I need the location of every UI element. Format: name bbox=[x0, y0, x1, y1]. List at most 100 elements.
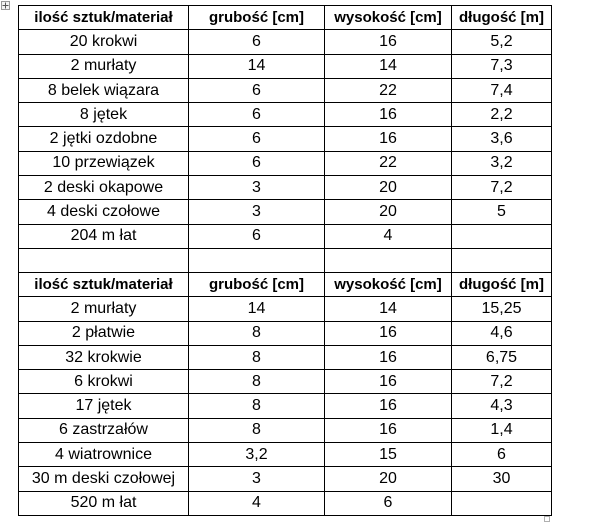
empty-cell[interactable] bbox=[18, 247, 189, 273]
table-cell[interactable]: 6,75 bbox=[451, 344, 552, 371]
table-cell[interactable]: 6 bbox=[188, 150, 325, 177]
table-cell[interactable]: 3,6 bbox=[451, 126, 552, 152]
table-cell[interactable]: 30 bbox=[451, 466, 552, 492]
table-header-row: ilość sztuk/materiał grubość [cm] wysoko… bbox=[18, 4, 552, 31]
table-cell[interactable]: 20 bbox=[324, 175, 452, 201]
table-cell[interactable]: 15 bbox=[324, 442, 452, 468]
table-row: 6 zastrzałów 8 16 1,4 bbox=[18, 417, 552, 444]
table-cell[interactable]: 6 bbox=[188, 126, 325, 152]
table-cell[interactable]: 15,25 bbox=[451, 296, 552, 322]
materials-table: ilość sztuk/materiał grubość [cm] wysoko… bbox=[18, 4, 552, 516]
header-cell[interactable]: grubość [cm] bbox=[188, 271, 325, 298]
table-cell[interactable]: 2 murłaty bbox=[18, 296, 189, 322]
table-cell[interactable]: 3,2 bbox=[451, 150, 552, 177]
header-cell[interactable]: długość [m] bbox=[451, 4, 552, 31]
table-row: 8 belek wiązara 6 22 7,4 bbox=[18, 77, 552, 104]
table-cell[interactable]: 4 bbox=[324, 223, 452, 249]
table-cell[interactable]: 4,3 bbox=[451, 393, 552, 419]
table-cell[interactable]: 3,2 bbox=[188, 442, 325, 468]
table-cell[interactable]: 3 bbox=[188, 199, 325, 225]
table-cell[interactable]: 6 bbox=[324, 490, 452, 516]
table-cell[interactable]: 16 bbox=[324, 369, 452, 395]
table-cell[interactable]: 1,4 bbox=[451, 417, 552, 444]
header-cell[interactable]: grubość [cm] bbox=[188, 4, 325, 31]
table-cell[interactable]: 7,3 bbox=[451, 53, 552, 79]
header-cell[interactable]: wysokość [cm] bbox=[324, 4, 452, 31]
table-cell[interactable]: 8 bbox=[188, 393, 325, 419]
table-cell[interactable]: 16 bbox=[324, 126, 452, 152]
header-cell[interactable]: długość [m] bbox=[451, 271, 552, 298]
table-cell[interactable]: 4,6 bbox=[451, 320, 552, 346]
table-cell[interactable]: 6 bbox=[188, 29, 325, 55]
table-cell[interactable]: 520 m łat bbox=[18, 490, 189, 516]
empty-cell[interactable] bbox=[451, 247, 552, 273]
table-row: 20 krokwi 6 16 5,2 bbox=[18, 29, 552, 55]
table-cell[interactable]: 8 belek wiązara bbox=[18, 77, 189, 104]
table-cell[interactable]: 8 bbox=[188, 344, 325, 371]
table-cell[interactable]: 20 bbox=[324, 466, 452, 492]
table-cell[interactable]: 6 bbox=[188, 77, 325, 104]
table-cell[interactable] bbox=[451, 223, 552, 249]
table-cell[interactable]: 16 bbox=[324, 393, 452, 419]
table-cell[interactable]: 204 m łat bbox=[18, 223, 189, 249]
table-cell[interactable]: 3 bbox=[188, 466, 325, 492]
table-cell[interactable]: 22 bbox=[324, 150, 452, 177]
table-cell[interactable]: 8 bbox=[188, 369, 325, 395]
table-cell[interactable]: 5,2 bbox=[451, 29, 552, 55]
table-cell[interactable]: 2 płatwie bbox=[18, 320, 189, 346]
table-cell[interactable]: 4 bbox=[188, 490, 325, 516]
table-cell[interactable]: 16 bbox=[324, 344, 452, 371]
table-cell[interactable]: 14 bbox=[324, 296, 452, 322]
table-cell[interactable]: 2,2 bbox=[451, 102, 552, 128]
table-row: 2 murłaty 14 14 15,25 bbox=[18, 296, 552, 322]
table-row: 32 krokwie 8 16 6,75 bbox=[18, 344, 552, 371]
table-cell[interactable]: 6 bbox=[188, 223, 325, 249]
table-row: 2 deski okapowe 3 20 7,2 bbox=[18, 175, 552, 201]
table-cell[interactable]: 2 murłaty bbox=[18, 53, 189, 79]
table-cell[interactable]: 22 bbox=[324, 77, 452, 104]
table-cell[interactable]: 6 krokwi bbox=[18, 369, 189, 395]
table-cell[interactable]: 16 bbox=[324, 320, 452, 346]
table-cell[interactable]: 14 bbox=[188, 296, 325, 322]
table-cell[interactable]: 2 deski okapowe bbox=[18, 175, 189, 201]
table-cell[interactable]: 8 jętek bbox=[18, 102, 189, 128]
table-cell[interactable]: 7,2 bbox=[451, 175, 552, 201]
table-cell[interactable]: 16 bbox=[324, 29, 452, 55]
table-resize-handle[interactable] bbox=[544, 516, 550, 522]
table-cell[interactable]: 30 m deski czołowej bbox=[18, 466, 189, 492]
table-cell[interactable]: 7,2 bbox=[451, 369, 552, 395]
table-row: 8 jętek 6 16 2,2 bbox=[18, 102, 552, 128]
header-cell[interactable]: wysokość [cm] bbox=[324, 271, 452, 298]
table-cell[interactable]: 7,4 bbox=[451, 77, 552, 104]
table-cell[interactable]: 8 bbox=[188, 417, 325, 444]
table-move-handle[interactable] bbox=[1, 1, 10, 10]
table-cell[interactable]: 3 bbox=[188, 175, 325, 201]
table-cell[interactable]: 5 bbox=[451, 199, 552, 225]
table-cell[interactable]: 4 wiatrownice bbox=[18, 442, 189, 468]
table-cell[interactable]: 20 bbox=[324, 199, 452, 225]
table-row: 30 m deski czołowej 3 20 30 bbox=[18, 466, 552, 492]
table-row: 2 murłaty 14 14 7,3 bbox=[18, 53, 552, 79]
table-cell[interactable]: 16 bbox=[324, 102, 452, 128]
empty-cell[interactable] bbox=[188, 247, 325, 273]
table-cell[interactable]: 6 zastrzałów bbox=[18, 417, 189, 444]
table-cell[interactable]: 6 bbox=[451, 442, 552, 468]
table-cell[interactable]: 16 bbox=[324, 417, 452, 444]
table-row: 2 płatwie 8 16 4,6 bbox=[18, 320, 552, 346]
table-cell[interactable] bbox=[451, 490, 552, 516]
move-cross-icon bbox=[2, 2, 9, 9]
table-cell[interactable]: 32 krokwie bbox=[18, 344, 189, 371]
table-cell[interactable]: 14 bbox=[324, 53, 452, 79]
table-cell[interactable]: 8 bbox=[188, 320, 325, 346]
table-cell[interactable]: 2 jętki ozdobne bbox=[18, 126, 189, 152]
table-cell[interactable]: 4 deski czołowe bbox=[18, 199, 189, 225]
header-cell[interactable]: ilość sztuk/materiał bbox=[18, 271, 189, 298]
table-cell[interactable]: 20 krokwi bbox=[18, 29, 189, 55]
empty-cell[interactable] bbox=[324, 247, 452, 273]
header-cell[interactable]: ilość sztuk/materiał bbox=[18, 4, 189, 31]
table-cell[interactable]: 17 jętek bbox=[18, 393, 189, 419]
table-row: 4 deski czołowe 3 20 5 bbox=[18, 199, 552, 225]
table-cell[interactable]: 10 przewiązek bbox=[18, 150, 189, 177]
table-cell[interactable]: 6 bbox=[188, 102, 325, 128]
table-cell[interactable]: 14 bbox=[188, 53, 325, 79]
